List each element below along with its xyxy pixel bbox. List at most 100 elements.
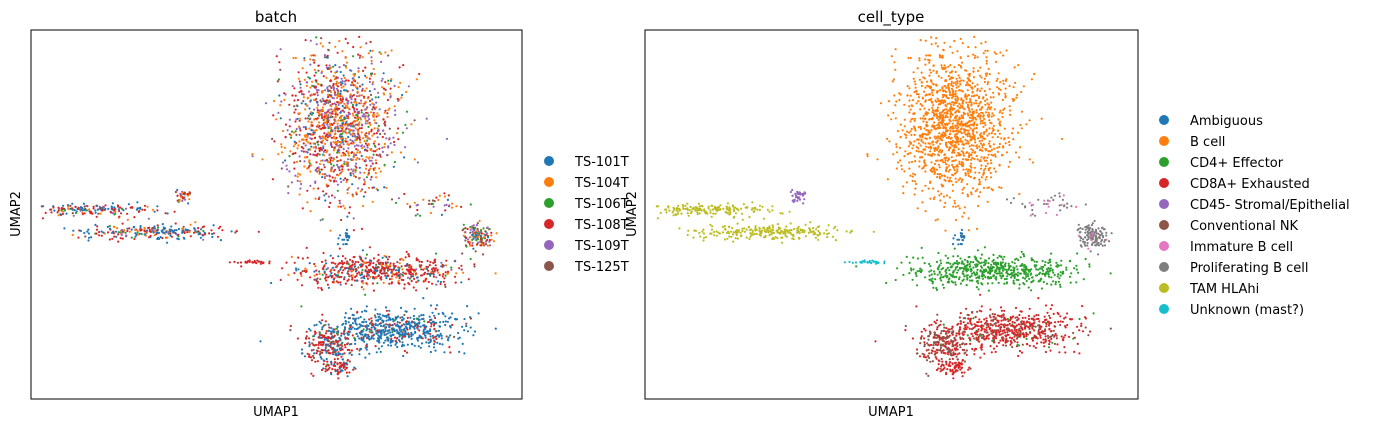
- scatter-point: [894, 104, 897, 107]
- scatter-point: [945, 163, 948, 166]
- scatter-point: [494, 327, 497, 330]
- scatter-point: [297, 144, 300, 147]
- scatter-point: [948, 179, 951, 183]
- scatter-point: [463, 329, 466, 332]
- scatter-point: [102, 206, 106, 209]
- scatter-point: [327, 286, 330, 289]
- scatter-point: [924, 117, 927, 120]
- scatter-point: [293, 105, 296, 108]
- scatter-point: [363, 309, 366, 312]
- scatter-point: [323, 54, 326, 57]
- scatter-point: [294, 174, 297, 177]
- scatter-point: [320, 319, 324, 322]
- scatter-point: [354, 127, 357, 130]
- scatter-point: [904, 136, 908, 139]
- scatter-point: [347, 168, 350, 171]
- scatter-point: [335, 327, 338, 330]
- scatter-point: [296, 337, 299, 340]
- scatter-point: [444, 271, 447, 274]
- scatter-point: [979, 89, 982, 92]
- scatter-point: [441, 263, 444, 266]
- scatter-point: [433, 323, 436, 326]
- scatter-point: [360, 111, 363, 114]
- scatter-point: [996, 146, 999, 149]
- scatter-point: [404, 256, 407, 259]
- scatter-point: [287, 273, 290, 276]
- scatter-point: [72, 214, 75, 217]
- scatter-point: [340, 137, 343, 140]
- scatter-point: [449, 316, 452, 319]
- scatter-point: [316, 89, 319, 92]
- scatter-point: [306, 117, 309, 120]
- scatter-point: [428, 264, 431, 267]
- scatter-point: [1003, 127, 1006, 130]
- scatter-point: [365, 282, 368, 285]
- scatter-point: [423, 267, 427, 270]
- scatter-point: [428, 315, 431, 318]
- scatter-point: [323, 124, 326, 127]
- scatter-point: [970, 119, 974, 122]
- scatter-point: [375, 176, 378, 179]
- scatter-point: [434, 264, 437, 267]
- scatter-point: [931, 124, 934, 127]
- scatter-point: [445, 264, 448, 267]
- scatter-point: [310, 93, 313, 96]
- scatter-point: [975, 118, 978, 121]
- scatter-point: [358, 85, 362, 88]
- scatter-point: [316, 170, 319, 173]
- scatter-point: [341, 82, 344, 85]
- scatter-point: [360, 256, 363, 260]
- scatter-point: [304, 270, 308, 273]
- scatter-point: [338, 39, 341, 43]
- scatter-point: [405, 320, 408, 324]
- scatter-point: [940, 76, 943, 79]
- scatter-point: [928, 74, 931, 77]
- scatter-point: [405, 351, 409, 354]
- scatter-point: [350, 151, 353, 154]
- scatter-point: [57, 206, 60, 209]
- scatter-point: [156, 205, 159, 208]
- scatter-point: [399, 333, 402, 336]
- scatter-point: [349, 172, 352, 175]
- scatter-point: [406, 202, 409, 205]
- scatter-point: [314, 265, 317, 268]
- scatter-point: [410, 335, 413, 338]
- scatter-point: [1019, 123, 1022, 127]
- scatter-point: [303, 57, 306, 60]
- scatter-point: [401, 268, 404, 271]
- scatter-point: [957, 148, 960, 151]
- scatter-point: [280, 167, 283, 170]
- scatter-point: [950, 80, 953, 83]
- scatter-point: [440, 261, 443, 264]
- scatter-point: [418, 315, 421, 318]
- scatter-point: [84, 235, 87, 238]
- scatter-point: [288, 125, 291, 128]
- scatter-point: [385, 316, 388, 319]
- scatter-point: [953, 199, 956, 202]
- scatter-point: [927, 146, 930, 149]
- scatter-point: [919, 126, 922, 129]
- scatter-point: [375, 351, 378, 354]
- scatter-point: [962, 154, 966, 157]
- scatter-point: [990, 263, 993, 266]
- scatter-point: [966, 133, 969, 136]
- scatter-point: [320, 368, 324, 372]
- scatter-point: [363, 180, 366, 183]
- scatter-point: [955, 154, 958, 157]
- scatter-point: [336, 183, 339, 186]
- scatter-point: [427, 280, 430, 284]
- scatter-point: [385, 186, 388, 189]
- scatter-point: [479, 234, 482, 237]
- scatter-point: [299, 272, 302, 275]
- scatter-point: [339, 124, 342, 127]
- scatter-point: [410, 321, 413, 324]
- scatter-point: [349, 174, 352, 177]
- scatter-point: [359, 274, 362, 277]
- scatter-point: [326, 349, 330, 352]
- scatter-point: [364, 100, 367, 103]
- scatter-point: [968, 145, 971, 148]
- scatter-point: [388, 127, 391, 130]
- scatter-point: [343, 207, 346, 210]
- scatter-point: [395, 316, 398, 319]
- scatter-point: [353, 101, 356, 104]
